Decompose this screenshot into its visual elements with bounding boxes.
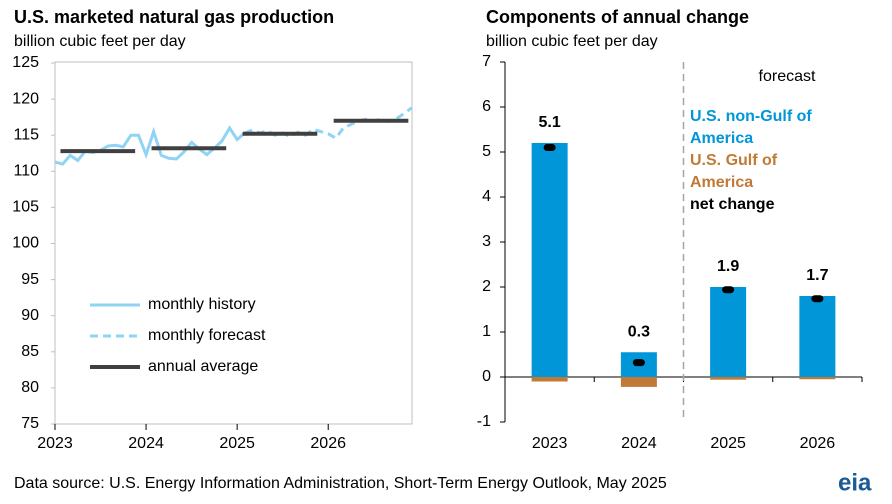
y-tick-label: 1 [482, 323, 491, 340]
data-label: 1.9 [717, 258, 739, 275]
y-tick-label: 100 [12, 235, 39, 252]
net-change-dot [543, 144, 556, 151]
y-tick-label: 125 [12, 54, 39, 71]
x-tick-label: 2025 [710, 435, 746, 452]
logo: eia [838, 469, 872, 496]
bar [531, 143, 568, 377]
chart-subtitle: billion cubic feet per day [486, 33, 658, 50]
chart-title: Components of annual change [486, 7, 749, 27]
y-tick-label: 120 [12, 90, 39, 107]
net-change-dot [811, 295, 824, 303]
chart-subtitle: billion cubic feet per day [14, 33, 186, 50]
data-label: 5.1 [539, 114, 561, 131]
y-tick-label: -1 [477, 413, 491, 430]
y-tick-label: 5 [482, 143, 491, 160]
data-line [54, 125, 246, 166]
bar [799, 296, 836, 377]
annotation: forecast [759, 68, 816, 85]
legend-label: monthly forecast [148, 327, 266, 344]
data-label: 1.7 [806, 267, 828, 284]
x-tick-label: 2024 [128, 435, 164, 452]
y-tick-label: 80 [21, 379, 39, 396]
x-tick-label: 2026 [310, 435, 346, 452]
x-tick-label: 2023 [532, 435, 568, 452]
x-tick-label: 2025 [219, 435, 255, 452]
bar [710, 377, 747, 380]
y-tick-label: 110 [13, 163, 39, 180]
y-tick-label: 2 [482, 278, 491, 295]
legend-label: U.S. non-Gulf of America [690, 108, 812, 147]
y-tick-label: 85 [21, 343, 39, 360]
bar [710, 287, 747, 377]
y-tick-label: 3 [482, 233, 491, 250]
y-tick-label: 6 [482, 98, 491, 115]
bar [531, 377, 568, 382]
y-tick-label: 0 [482, 368, 491, 385]
legend-label: U.S. Gulf of America [690, 152, 778, 191]
source-note: Data source: U.S. Energy Information Adm… [14, 475, 667, 492]
legend: U.S. non-Gulf of America U.S. Gulf of Ame… [690, 106, 818, 216]
net-change-dot [632, 359, 645, 367]
x-tick-label: 2026 [800, 435, 836, 452]
data-label: 0.3 [628, 323, 650, 340]
bar [799, 377, 836, 380]
legend-label: monthly history [148, 296, 256, 313]
y-tick-label: 95 [21, 271, 39, 288]
net-change-dot [722, 286, 735, 294]
x-tick-label: 2024 [621, 435, 657, 452]
y-tick-label: 105 [12, 199, 39, 216]
y-tick-label: 90 [21, 307, 39, 324]
chart-title: U.S. marketed natural gas production [14, 7, 334, 27]
y-tick-label: 7 [482, 53, 491, 70]
y-tick-label: 115 [13, 126, 39, 143]
legend-label: annual average [148, 358, 258, 375]
bar [620, 377, 657, 387]
y-tick-label: 75 [21, 415, 39, 432]
x-tick-label: 2023 [37, 435, 73, 452]
legend-label: net change [690, 196, 775, 213]
y-tick-label: 4 [482, 188, 491, 205]
